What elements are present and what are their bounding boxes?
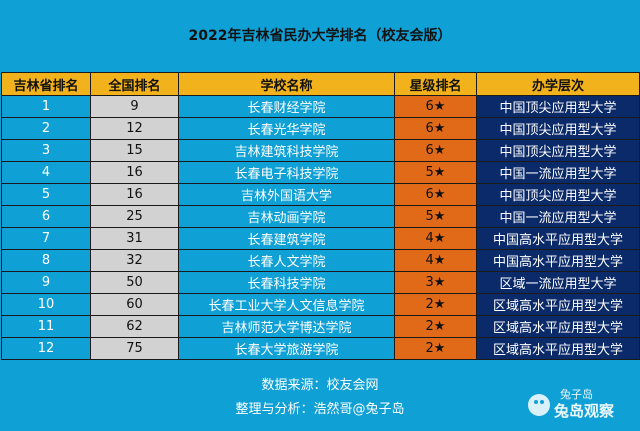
- cell-province-rank: 9: [1, 271, 91, 294]
- cell-school-name: 长春电子科技学院: [178, 161, 395, 184]
- page-title: 2022年吉林省民办大学排名（校友会版）: [188, 28, 452, 44]
- cell-national-rank: 12: [90, 117, 179, 140]
- cell-province-rank: 7: [1, 227, 91, 250]
- header-star-rank: 星级排名: [394, 72, 477, 96]
- cell-level: 中国一流应用型大学: [476, 161, 640, 184]
- cell-level: 中国顶尖应用型大学: [476, 139, 640, 162]
- cell-level: 区域高水平应用型大学: [476, 315, 640, 338]
- cell-province-rank: 3: [1, 139, 91, 162]
- watermark-big-text: 兔岛观察: [554, 402, 615, 420]
- cell-national-rank: 31: [90, 227, 179, 250]
- author-note: 整理与分析：浩然哥@兔子岛: [235, 402, 405, 417]
- table-row: 1 9 长春财经学院 6★ 中国顶尖应用型大学: [1, 95, 640, 118]
- cell-province-rank: 10: [1, 293, 91, 316]
- table-row: 4 16 长春电子科技学院 5★ 中国一流应用型大学: [1, 161, 640, 184]
- cell-school-name: 长春大学旅游学院: [178, 337, 395, 360]
- table-body: 1 9 长春财经学院 6★ 中国顶尖应用型大学 2 12 长春光华学院 6★ 中国顶尖应用型大学 3…: [1, 95, 640, 360]
- cell-star-rank: 6★: [394, 183, 477, 206]
- cell-level: 中国一流应用型大学: [476, 205, 640, 228]
- cell-level: 中国顶尖应用型大学: [476, 183, 640, 206]
- cell-school-name: 吉林外国语大学: [178, 183, 395, 206]
- data-source-note: 数据来源：校友会网: [261, 378, 379, 393]
- cell-school-name: 吉林动画学院: [178, 205, 395, 228]
- rabbit-icon: [528, 394, 550, 416]
- cell-province-rank: 8: [1, 249, 91, 272]
- cell-national-rank: 32: [90, 249, 179, 272]
- header-school-name: 学校名称: [178, 72, 395, 96]
- table-row: 5 16 吉林外国语大学 6★ 中国顶尖应用型大学: [1, 183, 640, 206]
- cell-school-name: 长春建筑学院: [178, 227, 395, 250]
- cell-school-name: 长春工业大学人文信息学院: [178, 293, 395, 316]
- cell-star-rank: 4★: [394, 227, 477, 250]
- cell-province-rank: 2: [1, 117, 91, 140]
- cell-national-rank: 25: [90, 205, 179, 228]
- cell-province-rank: 1: [1, 95, 91, 118]
- cell-star-rank: 5★: [394, 205, 477, 228]
- cell-national-rank: 50: [90, 271, 179, 294]
- cell-national-rank: 75: [90, 337, 179, 360]
- table-header-row: 吉林省排名 全国排名 学校名称 星级排名 办学层次: [1, 72, 640, 96]
- cell-school-name: 吉林建筑科技学院: [178, 139, 395, 162]
- cell-level: 区域高水平应用型大学: [476, 337, 640, 360]
- table-row: 12 75 长春大学旅游学院 2★ 区域高水平应用型大学: [1, 337, 640, 360]
- cell-level: 中国高水平应用型大学: [476, 249, 640, 272]
- cell-province-rank: 5: [1, 183, 91, 206]
- cell-star-rank: 4★: [394, 249, 477, 272]
- table-row: 8 32 长春人文学院 4★ 中国高水平应用型大学: [1, 249, 640, 272]
- cell-province-rank: 4: [1, 161, 91, 184]
- cell-national-rank: 9: [90, 95, 179, 118]
- cell-level: 中国顶尖应用型大学: [476, 117, 640, 140]
- cell-national-rank: 16: [90, 161, 179, 184]
- cell-school-name: 长春光华学院: [178, 117, 395, 140]
- cell-province-rank: 12: [1, 337, 91, 360]
- cell-star-rank: 3★: [394, 271, 477, 294]
- cell-national-rank: 16: [90, 183, 179, 206]
- cell-star-rank: 2★: [394, 315, 477, 338]
- watermark: 兔子岛 兔岛观察: [528, 386, 638, 426]
- cell-national-rank: 60: [90, 293, 179, 316]
- table-row: 7 31 长春建筑学院 4★ 中国高水平应用型大学: [1, 227, 640, 250]
- cell-province-rank: 6: [1, 205, 91, 228]
- ranking-table: 吉林省排名 全国排名 学校名称 星级排名 办学层次 1 9 长春财经学院 6★ 中国顶尖…: [1, 72, 640, 360]
- table-row: 10 60 长春工业大学人文信息学院 2★ 区域高水平应用型大学: [1, 293, 640, 316]
- table-row: 6 25 吉林动画学院 5★ 中国一流应用型大学: [1, 205, 640, 228]
- cell-school-name: 长春科技学院: [178, 271, 395, 294]
- cell-national-rank: 15: [90, 139, 179, 162]
- table-row: 2 12 长春光华学院 6★ 中国顶尖应用型大学: [1, 117, 640, 140]
- header-national-rank: 全国排名: [90, 72, 179, 96]
- cell-star-rank: 2★: [394, 337, 477, 360]
- cell-star-rank: 6★: [394, 95, 477, 118]
- table-row: 3 15 吉林建筑科技学院 6★ 中国顶尖应用型大学: [1, 139, 640, 162]
- cell-province-rank: 11: [1, 315, 91, 338]
- cell-level: 区域一流应用型大学: [476, 271, 640, 294]
- cell-star-rank: 5★: [394, 161, 477, 184]
- header-level: 办学层次: [476, 72, 640, 96]
- cell-star-rank: 6★: [394, 117, 477, 140]
- cell-national-rank: 62: [90, 315, 179, 338]
- cell-star-rank: 2★: [394, 293, 477, 316]
- table-row: 11 62 吉林师范大学博达学院 2★ 区域高水平应用型大学: [1, 315, 640, 338]
- cell-school-name: 长春人文学院: [178, 249, 395, 272]
- cell-level: 区域高水平应用型大学: [476, 293, 640, 316]
- cell-school-name: 吉林师范大学博达学院: [178, 315, 395, 338]
- cell-school-name: 长春财经学院: [178, 95, 395, 118]
- cell-star-rank: 6★: [394, 139, 477, 162]
- header-province-rank: 吉林省排名: [1, 72, 91, 96]
- cell-level: 中国顶尖应用型大学: [476, 95, 640, 118]
- table-row: 9 50 长春科技学院 3★ 区域一流应用型大学: [1, 271, 640, 294]
- cell-level: 中国高水平应用型大学: [476, 227, 640, 250]
- watermark-small-text: 兔子岛: [560, 388, 593, 401]
